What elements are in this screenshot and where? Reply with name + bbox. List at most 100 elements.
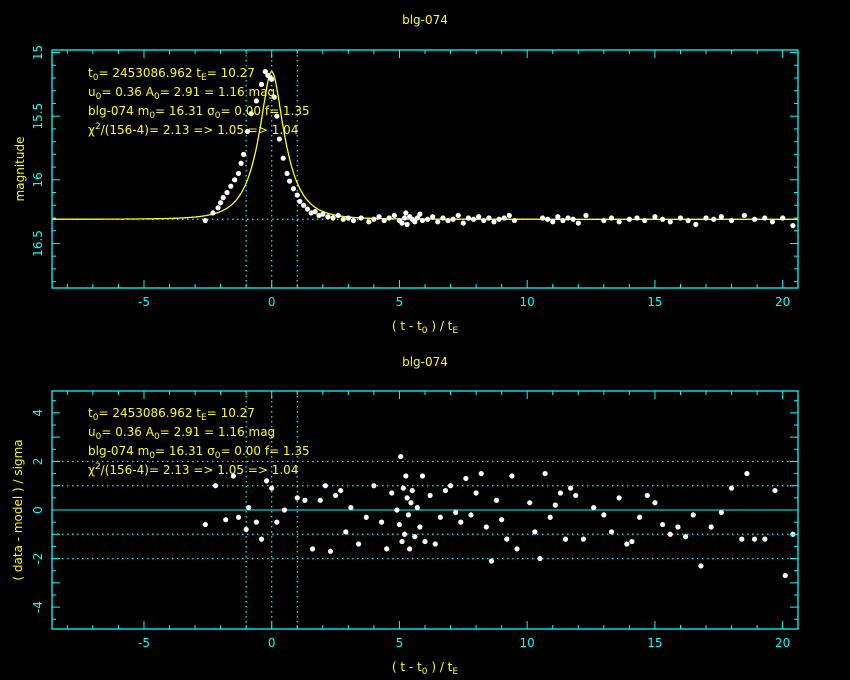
data-point — [667, 531, 673, 537]
data-point — [476, 214, 482, 220]
x-tick-label: 0 — [268, 295, 276, 309]
data-point — [575, 220, 581, 226]
data-point — [601, 512, 607, 518]
data-point — [463, 475, 469, 482]
x-tick-label: 20 — [775, 295, 790, 309]
data-point — [320, 211, 326, 217]
data-point — [274, 519, 280, 525]
data-point — [386, 215, 392, 221]
data-point — [550, 219, 556, 225]
data-point — [718, 214, 724, 220]
data-point — [499, 517, 505, 523]
data-point — [419, 473, 426, 479]
data-point — [583, 212, 589, 219]
data-point — [414, 504, 420, 511]
data-point — [422, 538, 428, 545]
data-point — [412, 219, 418, 225]
data-point — [274, 113, 280, 119]
data-point — [215, 205, 221, 211]
data-point — [677, 215, 684, 221]
data-point — [739, 536, 745, 542]
data-point — [309, 546, 316, 552]
data-point — [460, 220, 466, 226]
data-point — [478, 470, 484, 477]
data-point — [408, 500, 414, 506]
data-point — [412, 534, 418, 540]
panel-title: blg-074 — [402, 13, 448, 27]
data-point — [224, 189, 230, 196]
y-tick-label: 2 — [31, 458, 45, 466]
annotation-line: u0= 0.36 A0= 2.91 = 1.16 mag — [88, 425, 275, 442]
data-point — [527, 500, 533, 506]
data-point — [258, 81, 265, 87]
data-point — [690, 512, 696, 518]
data-point — [496, 216, 502, 222]
magnitude-panel: blg-074 -5 0 5 10 15 20 15 15.5 16 16.5 ( t - t0 … — [13, 13, 799, 336]
data-point — [389, 490, 395, 496]
data-point — [269, 76, 275, 82]
annotation-line: χ2/(156-4)= 2.13 => 1.05 => 1.04 — [88, 122, 298, 137]
data-point — [769, 219, 776, 225]
data-point — [711, 216, 717, 222]
data-point — [246, 504, 252, 511]
data-point — [332, 492, 339, 499]
data-point — [532, 529, 538, 535]
data-point — [348, 504, 354, 511]
annotation-line: t0= 2453086.962 tE= 10.27 — [88, 406, 255, 423]
data-point — [243, 526, 249, 533]
data-point — [381, 217, 387, 224]
x-tick-label: 15 — [647, 295, 662, 309]
x-axis-label: ( t - t0 ) / tE — [392, 660, 458, 677]
data-point — [427, 492, 433, 499]
data-point — [780, 215, 786, 221]
data-point — [675, 524, 681, 530]
x-tick-label: 0 — [268, 636, 276, 650]
data-point — [652, 500, 658, 506]
data-point — [355, 541, 362, 547]
data-point — [744, 470, 750, 477]
annotation-line: t0= 2453086.962 tE= 10.27 — [88, 66, 255, 83]
data-point — [363, 514, 369, 520]
data-point — [772, 487, 778, 494]
annotation-line: u0= 0.36 A0= 2.91 = 1.16 mag — [88, 85, 275, 102]
data-point — [264, 478, 270, 484]
data-point — [504, 536, 510, 542]
data-point — [244, 128, 251, 135]
data-point — [297, 198, 303, 205]
data-point — [384, 546, 390, 552]
data-point — [280, 155, 286, 161]
panel-title: blg-074 — [402, 355, 448, 369]
data-point — [248, 111, 254, 117]
data-point — [555, 214, 561, 220]
data-point — [210, 210, 216, 216]
data-point — [276, 136, 282, 142]
data-point — [432, 541, 438, 547]
annotation-line: χ2/(156-4)= 2.13 => 1.05 => 1.04 — [88, 462, 298, 477]
annotation-line: blg-074 m0= 16.31 σ0= 0.00 f= 1.35 — [88, 104, 310, 121]
data-point — [414, 215, 420, 221]
data-point — [762, 215, 768, 221]
data-point — [708, 524, 714, 530]
data-point — [440, 215, 446, 221]
data-point — [565, 215, 571, 221]
x-axis-label: ( t - t0 ) / tE — [392, 319, 458, 336]
data-point — [366, 219, 372, 225]
data-point — [378, 519, 385, 525]
data-point — [343, 529, 349, 535]
data-point — [728, 217, 735, 224]
data-point — [340, 216, 346, 222]
data-point — [435, 219, 441, 225]
x-tick-label: 10 — [520, 295, 535, 309]
data-point — [290, 186, 297, 192]
data-point — [235, 170, 242, 177]
data-point — [403, 473, 409, 479]
data-point — [376, 214, 382, 220]
data-point — [358, 215, 364, 221]
fit-annotation: t0= 2453086.962 tE= 10.27 u0= 0.36 A0= 2… — [88, 66, 310, 137]
data-point — [404, 221, 410, 227]
data-point — [286, 178, 293, 184]
data-point — [330, 215, 336, 221]
data-point — [407, 546, 413, 552]
y-axis-label: magnitude — [13, 137, 27, 202]
data-point — [552, 502, 558, 508]
